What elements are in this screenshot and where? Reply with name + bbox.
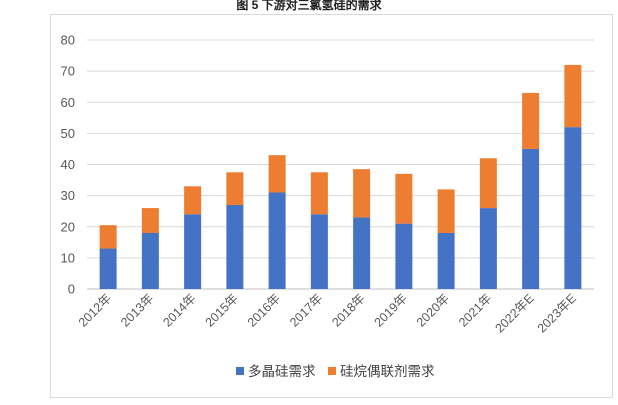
x-tick-label: 2018年 [329,291,367,329]
bar-silane-coupling-agent [437,189,455,233]
y-tick-label: 40 [61,157,75,172]
x-axis: 2012年 2013年 2014年 2015年 2016年 2017年 2018年 2019年… [76,291,579,335]
x-tick-label: 2019年 [372,291,410,329]
y-tick-label: 10 [61,250,75,265]
bar-polysilicon [226,204,244,289]
x-tick-label: 2017年 [287,291,325,329]
bar-polysilicon [395,223,413,289]
bars [99,64,582,290]
bar-polysilicon [99,248,117,289]
x-tick-label: 2020年 [414,291,452,329]
x-tick-label: 2015年 [203,291,241,329]
y-tick-label: 30 [61,188,75,203]
bar-polysilicon [141,232,159,289]
bar-silane-coupling-agent [522,92,540,149]
legend-swatch [328,367,336,375]
x-tick-label: 2021年 [456,291,494,329]
bar-silane-coupling-agent [353,169,371,218]
bar-polysilicon [184,214,202,289]
chart-frame [50,14,613,398]
legend-label: 多晶硅需求 [248,363,316,379]
y-tick-label: 60 [61,95,75,110]
chart-title: 图 5 下游对三氯氢硅的需求 [236,0,382,12]
y-tick-label: 20 [61,219,75,234]
y-tick-label: 70 [61,64,75,79]
bar-polysilicon [437,232,455,289]
bar-silane-coupling-agent [141,208,159,233]
legend: 多晶硅需求 硅烷偶联剂需求 [236,363,435,379]
bar-silane-coupling-agent [268,155,286,193]
x-tick-label: 2014年 [160,291,198,329]
y-axis: 0 10 20 30 40 50 60 70 80 [61,33,75,297]
bar-silane-coupling-agent [395,173,413,224]
x-tick-label: 2022年E [492,291,536,335]
bar-polysilicon [564,127,582,290]
x-tick-label: 2013年 [118,291,156,329]
bar-polysilicon [522,148,540,289]
bar-silane-coupling-agent [226,172,244,205]
bar-polysilicon [353,217,371,289]
x-tick-label: 2023年E [535,291,579,335]
gridlines [87,39,594,290]
y-tick-label: 0 [68,282,75,297]
bar-polysilicon [310,214,328,289]
legend-label: 硅烷偶联剂需求 [340,364,435,379]
bar-polysilicon [268,192,286,289]
bar-silane-coupling-agent [310,172,328,215]
y-tick-label: 50 [61,126,75,141]
bar-silane-coupling-agent [184,186,202,215]
x-tick-label: 2012年 [76,291,114,329]
legend-swatch [236,367,244,375]
bar-silane-coupling-agent [99,225,117,249]
x-tick-label: 2016年 [245,291,283,329]
y-tick-label: 80 [61,33,75,48]
bar-silane-coupling-agent [564,64,582,128]
bar-silane-coupling-agent [479,158,497,209]
bar-polysilicon [479,208,497,289]
